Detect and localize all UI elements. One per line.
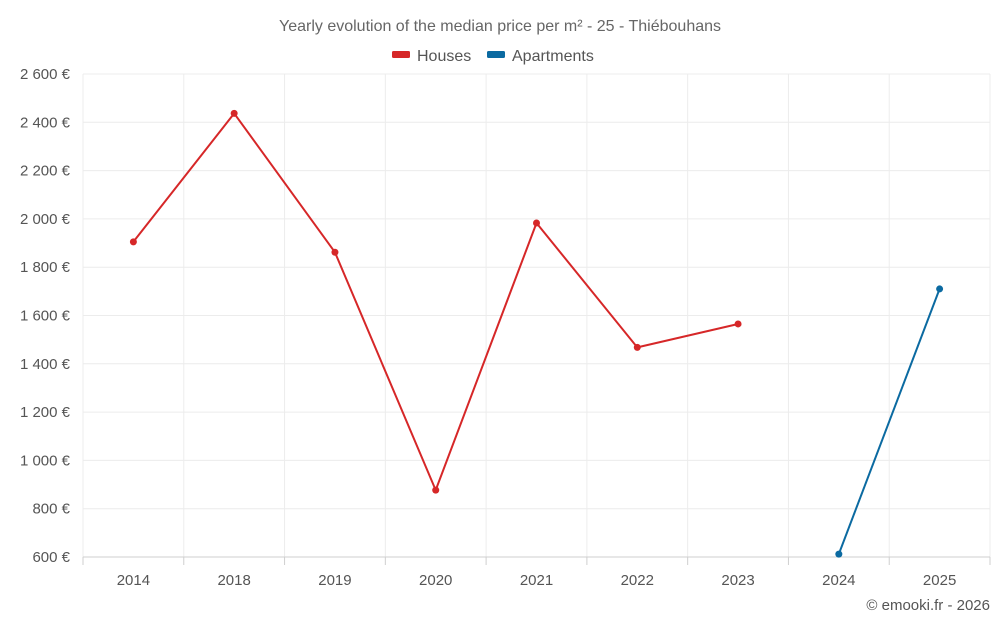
data-point-houses bbox=[734, 320, 742, 328]
legend-label-apartments: Apartments bbox=[512, 48, 594, 65]
x-tick-label: 2022 bbox=[621, 572, 654, 589]
y-tick-label: 800 € bbox=[32, 501, 70, 518]
data-point-houses bbox=[129, 238, 137, 246]
chart-title: Yearly evolution of the median price per… bbox=[279, 18, 721, 35]
y-tick-label: 1 200 € bbox=[20, 404, 71, 421]
series-layer bbox=[129, 109, 944, 558]
y-tick-label: 2 000 € bbox=[20, 211, 71, 228]
legend-label-houses: Houses bbox=[417, 48, 471, 65]
y-tick-label: 1 800 € bbox=[20, 259, 71, 276]
x-tick-label: 2020 bbox=[419, 572, 452, 589]
series-line-apartments bbox=[837, 288, 941, 555]
data-point-houses bbox=[331, 248, 339, 256]
x-tick-label: 2021 bbox=[520, 572, 553, 589]
data-point-houses bbox=[633, 343, 641, 351]
y-tick-label: 600 € bbox=[32, 549, 70, 566]
data-point-houses bbox=[432, 486, 440, 494]
y-tick-label: 1 600 € bbox=[20, 308, 71, 325]
grid bbox=[82, 73, 991, 558]
x-tick-label: 2014 bbox=[117, 572, 150, 589]
data-point-apartments bbox=[936, 285, 944, 293]
y-tick-label: 1 400 € bbox=[20, 356, 71, 373]
data-point-houses bbox=[533, 219, 540, 227]
legend-swatch-apartments bbox=[487, 51, 505, 58]
series-line-houses bbox=[132, 112, 739, 492]
data-point-houses bbox=[230, 109, 238, 117]
x-tick-label: 2018 bbox=[217, 572, 250, 589]
x-tick-label: 2025 bbox=[923, 572, 956, 589]
x-tick-label: 2023 bbox=[721, 572, 754, 589]
x-axis: 2014 2018 2019 2020 2021 2022 2023 2024 2025 bbox=[82, 556, 991, 589]
y-tick-label: 1 000 € bbox=[20, 452, 71, 469]
y-tick-label: 2 600 € bbox=[20, 66, 71, 83]
legend-swatch-houses bbox=[392, 51, 410, 58]
y-tick-label: 2 200 € bbox=[20, 163, 71, 180]
credit-text: © emooki.fr - 2026 bbox=[866, 597, 990, 614]
y-tick-label: 2 400 € bbox=[20, 114, 71, 131]
data-point-apartments bbox=[835, 550, 843, 558]
y-axis: 600 € 800 € 1 000 € 1 200 € 1 400 € 1 600 € 1 … bbox=[20, 66, 71, 566]
legend: Houses Apartments bbox=[392, 48, 594, 65]
x-tick-label: 2024 bbox=[822, 572, 855, 589]
x-tick-label: 2019 bbox=[318, 572, 351, 589]
